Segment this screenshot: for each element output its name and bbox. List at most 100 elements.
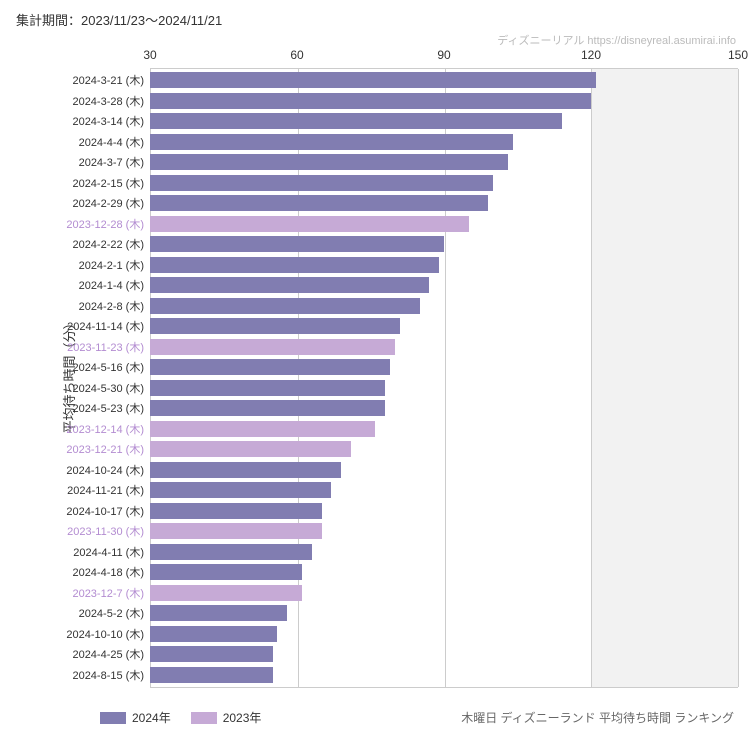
row-label: 2024-5-30 (木) [32,378,150,399]
date-label: 2024-3-7 (木) [79,154,144,170]
row-label: 2024-4-4 (木) [32,132,150,153]
row-label: 2023-11-30 (木) [32,521,150,542]
x-tick-label: 120 [581,48,601,62]
legend: 2024年 2023年 [100,709,261,726]
date-label: 2024-1-4 (木) [79,277,144,293]
row-label: 2024-8-15 (木) [32,665,150,686]
date-label: 2024-5-16 (木) [72,359,144,375]
legend-item: 2023年 [191,709,262,726]
bar [150,421,375,437]
date-label: 2024-10-17 (木) [66,503,144,519]
bar [150,236,444,252]
row-label: 2023-11-23 (木) [32,337,150,358]
legend-item: 2024年 [100,709,171,726]
row-label: 2024-5-2 (木) [32,603,150,624]
date-label: 2024-3-21 (木) [72,72,144,88]
row-label: 2024-11-21 (木) [32,480,150,501]
row-label: 2024-2-22 (木) [32,234,150,255]
row-label: 2024-3-28 (木) [32,91,150,112]
row-label: 2024-4-18 (木) [32,562,150,583]
row-label: 2024-2-8 (木) [32,296,150,317]
bar [150,523,322,539]
row-label: 2024-2-1 (木) [32,255,150,276]
date-label: 2023-12-21 (木) [66,441,144,457]
date-label: 2024-4-18 (木) [72,564,144,580]
bar [150,482,331,498]
x-tick-label: 60 [290,48,303,62]
bar [150,257,439,273]
bar [150,298,420,314]
bar [150,400,385,416]
period-label: 集計期間：2023/11/23～2024/11/21 [16,10,222,29]
row-label: 2024-10-10 (木) [32,624,150,645]
date-label: 2024-2-1 (木) [79,257,144,273]
date-label: 2024-3-14 (木) [72,113,144,129]
bar [150,441,351,457]
date-label: 2024-2-29 (木) [72,195,144,211]
gridline [738,69,739,687]
bar [150,564,302,580]
bar [150,339,395,355]
bar [150,646,273,662]
x-tick-label: 30 [143,48,156,62]
row-label: 2024-2-29 (木) [32,193,150,214]
bar [150,626,277,642]
row-label: 2024-2-15 (木) [32,173,150,194]
date-label: 2024-10-10 (木) [66,626,144,642]
date-label: 2023-12-7 (木) [72,585,144,601]
row-label: 2024-4-11 (木) [32,542,150,563]
date-label: 2024-10-24 (木) [66,462,144,478]
bar [150,195,488,211]
row-label: 2024-4-25 (木) [32,644,150,665]
row-label: 2024-5-16 (木) [32,357,150,378]
legend-label: 2023年 [223,709,262,726]
date-label: 2024-4-11 (木) [73,544,144,560]
date-label: 2023-11-30 (木) [67,523,144,539]
bars [150,68,738,688]
date-label: 2024-5-23 (木) [72,400,144,416]
bar [150,503,322,519]
row-label: 2024-3-7 (木) [32,152,150,173]
bar [150,277,429,293]
bar [150,667,273,683]
row-labels: 2024-3-21 (木) 2024-3-28 (木) 2024-3-14 (木) 2… [32,68,150,688]
bar [150,113,562,129]
credit-text: ディズニーリアル https://disneyreal.asumirai.inf… [497,32,736,48]
row-label: 2024-10-24 (木) [32,460,150,481]
bar [150,154,508,170]
bar [150,462,341,478]
date-label: 2024-5-2 (木) [79,605,144,621]
bar [150,216,469,232]
bar [150,93,591,109]
bar [150,134,513,150]
bar [150,380,385,396]
date-label: 2024-4-25 (木) [72,646,144,662]
chart-subtitle: 木曜日 ディズニーランド 平均待ち時間 ランキング [461,709,734,726]
bar [150,72,596,88]
legend-label: 2024年 [132,709,171,726]
row-label: 2024-10-17 (木) [32,501,150,522]
date-label: 2024-4-4 (木) [79,134,144,150]
row-label: 2024-1-4 (木) [32,275,150,296]
date-label: 2024-5-30 (木) [72,380,144,396]
date-label: 2023-11-23 (木) [67,339,144,355]
row-label: 2023-12-7 (木) [32,583,150,604]
x-tick-label: 90 [437,48,450,62]
row-label: 2023-12-14 (木) [32,419,150,440]
legend-swatch [191,712,217,724]
x-axis: 306090120150 [150,48,738,66]
bar [150,605,287,621]
date-label: 2024-2-15 (木) [72,175,144,191]
date-label: 2024-3-28 (木) [72,93,144,109]
bar [150,585,302,601]
date-label: 2024-2-8 (木) [79,298,144,314]
bar [150,359,390,375]
date-label: 2024-2-22 (木) [72,236,144,252]
bar [150,544,312,560]
row-label: 2024-11-14 (木) [32,316,150,337]
legend-swatch [100,712,126,724]
row-label: 2024-5-23 (木) [32,398,150,419]
row-label: 2024-3-21 (木) [32,70,150,91]
x-tick-label: 150 [728,48,748,62]
row-label: 2023-12-21 (木) [32,439,150,460]
